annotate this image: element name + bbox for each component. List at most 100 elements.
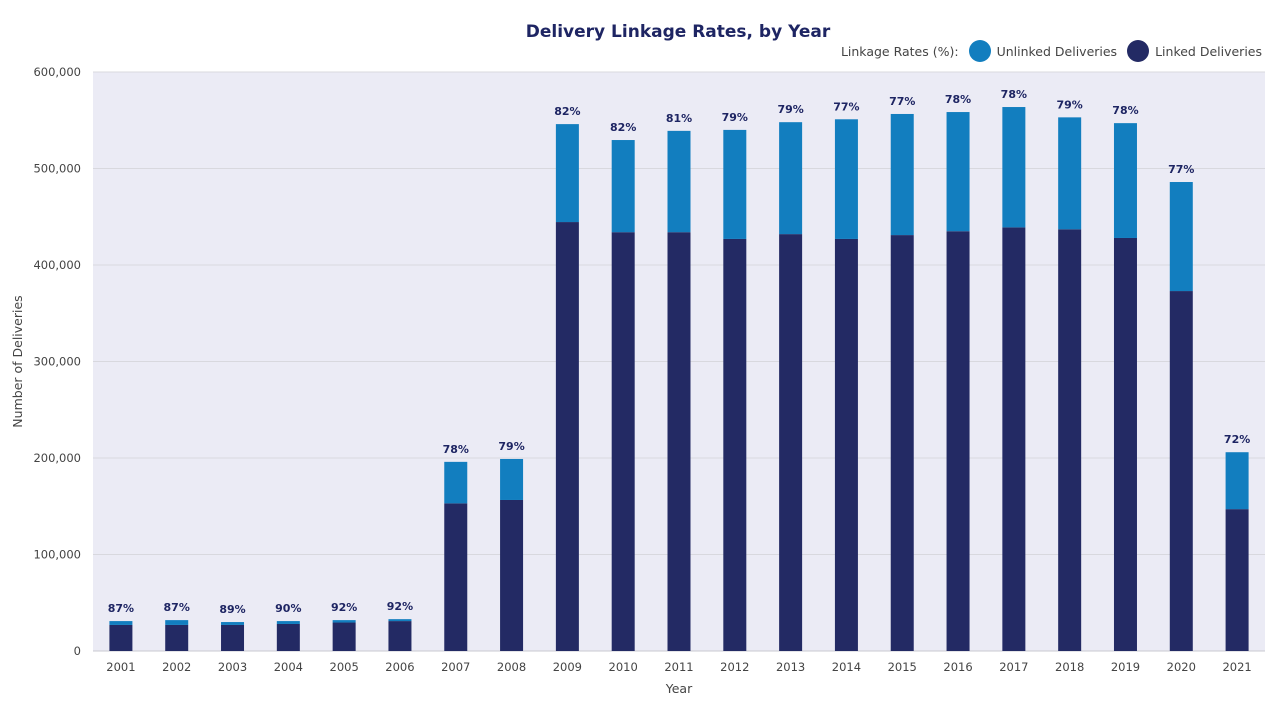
x-tick-label: 2001 xyxy=(106,660,135,674)
legend-title: Linkage Rates (%): xyxy=(840,43,959,59)
bar-linked-deliveries xyxy=(555,222,579,651)
data-label: 79% xyxy=(1056,98,1082,111)
x-tick-label: 2010 xyxy=(609,660,638,674)
data-label: 78% xyxy=(1112,104,1138,117)
y-tick-label: 500,000 xyxy=(33,162,81,176)
data-label: 92% xyxy=(387,600,413,613)
x-tick-label: 2020 xyxy=(1167,660,1196,674)
data-label: 79% xyxy=(498,440,524,453)
bar-linked-deliveries xyxy=(500,499,524,651)
x-tick-label: 2019 xyxy=(1111,660,1140,674)
x-tick-label: 2018 xyxy=(1055,660,1084,674)
bar-unlinked-deliveries xyxy=(834,119,858,239)
data-label: 92% xyxy=(331,601,357,614)
data-label: 81% xyxy=(666,112,692,125)
bar-linked-deliveries xyxy=(834,238,858,651)
x-axis-label: Year xyxy=(665,681,693,696)
data-label: 78% xyxy=(945,93,971,106)
legend-label-linked: Linked Deliveries xyxy=(1155,43,1262,59)
bar-linked-deliveries xyxy=(723,238,747,651)
data-label: 77% xyxy=(1168,163,1194,176)
data-label: 79% xyxy=(722,111,748,124)
legend-swatch-linked xyxy=(1127,40,1150,62)
data-label: 77% xyxy=(889,95,915,108)
bar-unlinked-deliveries xyxy=(1002,107,1026,228)
bar-unlinked-deliveries xyxy=(1058,117,1082,230)
bar-linked-deliveries xyxy=(1058,229,1082,652)
bar-linked-deliveries xyxy=(276,623,300,651)
bar-unlinked-deliveries xyxy=(221,622,245,625)
data-label: 82% xyxy=(610,121,636,134)
x-tick-label: 2005 xyxy=(330,660,359,674)
legend: Linkage Rates (%): Unlinked Deliveries L… xyxy=(841,40,1262,62)
bar-linked-deliveries xyxy=(890,235,914,651)
bar-linked-deliveries xyxy=(165,624,189,651)
x-tick-label: 2015 xyxy=(888,660,917,674)
data-label: 72% xyxy=(1224,433,1250,446)
bar-linked-deliveries xyxy=(1002,227,1026,652)
bar-linked-deliveries xyxy=(109,624,133,651)
legend-label-unlinked: Unlinked Deliveries xyxy=(996,43,1118,59)
bar-unlinked-deliveries xyxy=(109,621,133,625)
y-tick-label: 100,000 xyxy=(33,548,81,562)
x-tick-label: 2007 xyxy=(441,660,470,674)
y-axis-label: Number of Deliveries xyxy=(10,295,25,427)
x-tick-label: 2013 xyxy=(776,660,805,674)
bar-unlinked-deliveries xyxy=(1169,182,1193,292)
bar-unlinked-deliveries xyxy=(667,130,691,233)
data-label: 77% xyxy=(833,100,859,113)
bar-unlinked-deliveries xyxy=(276,621,300,624)
legend-swatch-unlinked xyxy=(968,40,991,62)
bar-unlinked-deliveries xyxy=(946,112,970,232)
bar-linked-deliveries xyxy=(611,232,635,651)
data-label: 89% xyxy=(219,603,245,616)
bar-linked-deliveries xyxy=(1225,509,1249,651)
x-tick-label: 2017 xyxy=(999,660,1028,674)
bar-linked-deliveries xyxy=(221,624,245,651)
x-tick-label: 2002 xyxy=(162,660,191,674)
x-tick-label: 2004 xyxy=(274,660,303,674)
bar-unlinked-deliveries xyxy=(1225,452,1249,510)
bar-unlinked-deliveries xyxy=(555,124,579,223)
x-tick-label: 2011 xyxy=(664,660,693,674)
data-label: 78% xyxy=(1001,88,1027,101)
data-label: 78% xyxy=(443,443,469,456)
x-tick-label: 2014 xyxy=(832,660,861,674)
bar-linked-deliveries xyxy=(1169,291,1193,651)
bar-unlinked-deliveries xyxy=(444,461,468,504)
y-tick-label: 0 xyxy=(74,644,81,658)
bar-unlinked-deliveries xyxy=(165,620,189,625)
data-label: 90% xyxy=(275,602,301,615)
data-label: 87% xyxy=(164,601,190,614)
bar-linked-deliveries xyxy=(667,232,691,651)
bar-unlinked-deliveries xyxy=(723,129,747,239)
bar-linked-deliveries xyxy=(946,231,970,651)
y-tick-label: 600,000 xyxy=(33,65,81,79)
bar-unlinked-deliveries xyxy=(500,458,524,500)
x-tick-label: 2012 xyxy=(720,660,749,674)
bar-unlinked-deliveries xyxy=(1113,123,1137,238)
data-label: 87% xyxy=(108,602,134,615)
x-tick-label: 2021 xyxy=(1222,660,1251,674)
chart-title: Delivery Linkage Rates, by Year xyxy=(525,22,831,42)
bar-linked-deliveries xyxy=(779,234,803,651)
bar-unlinked-deliveries xyxy=(890,113,914,236)
data-label: 82% xyxy=(554,105,580,118)
bar-linked-deliveries xyxy=(388,621,412,651)
bar-unlinked-deliveries xyxy=(611,140,635,233)
y-tick-label: 200,000 xyxy=(33,451,81,465)
bar-linked-deliveries xyxy=(332,622,356,651)
y-tick-label: 400,000 xyxy=(33,258,81,272)
bar-unlinked-deliveries xyxy=(388,619,412,622)
y-tick-label: 300,000 xyxy=(33,355,81,369)
x-tick-label: 2009 xyxy=(553,660,582,674)
x-tick-label: 2003 xyxy=(218,660,247,674)
x-tick-label: 2006 xyxy=(385,660,414,674)
bar-unlinked-deliveries xyxy=(332,620,356,623)
x-tick-label: 2008 xyxy=(497,660,526,674)
bar-linked-deliveries xyxy=(444,503,468,651)
bar-unlinked-deliveries xyxy=(779,122,803,235)
bar-linked-deliveries xyxy=(1113,237,1137,652)
x-tick-label: 2016 xyxy=(943,660,972,674)
